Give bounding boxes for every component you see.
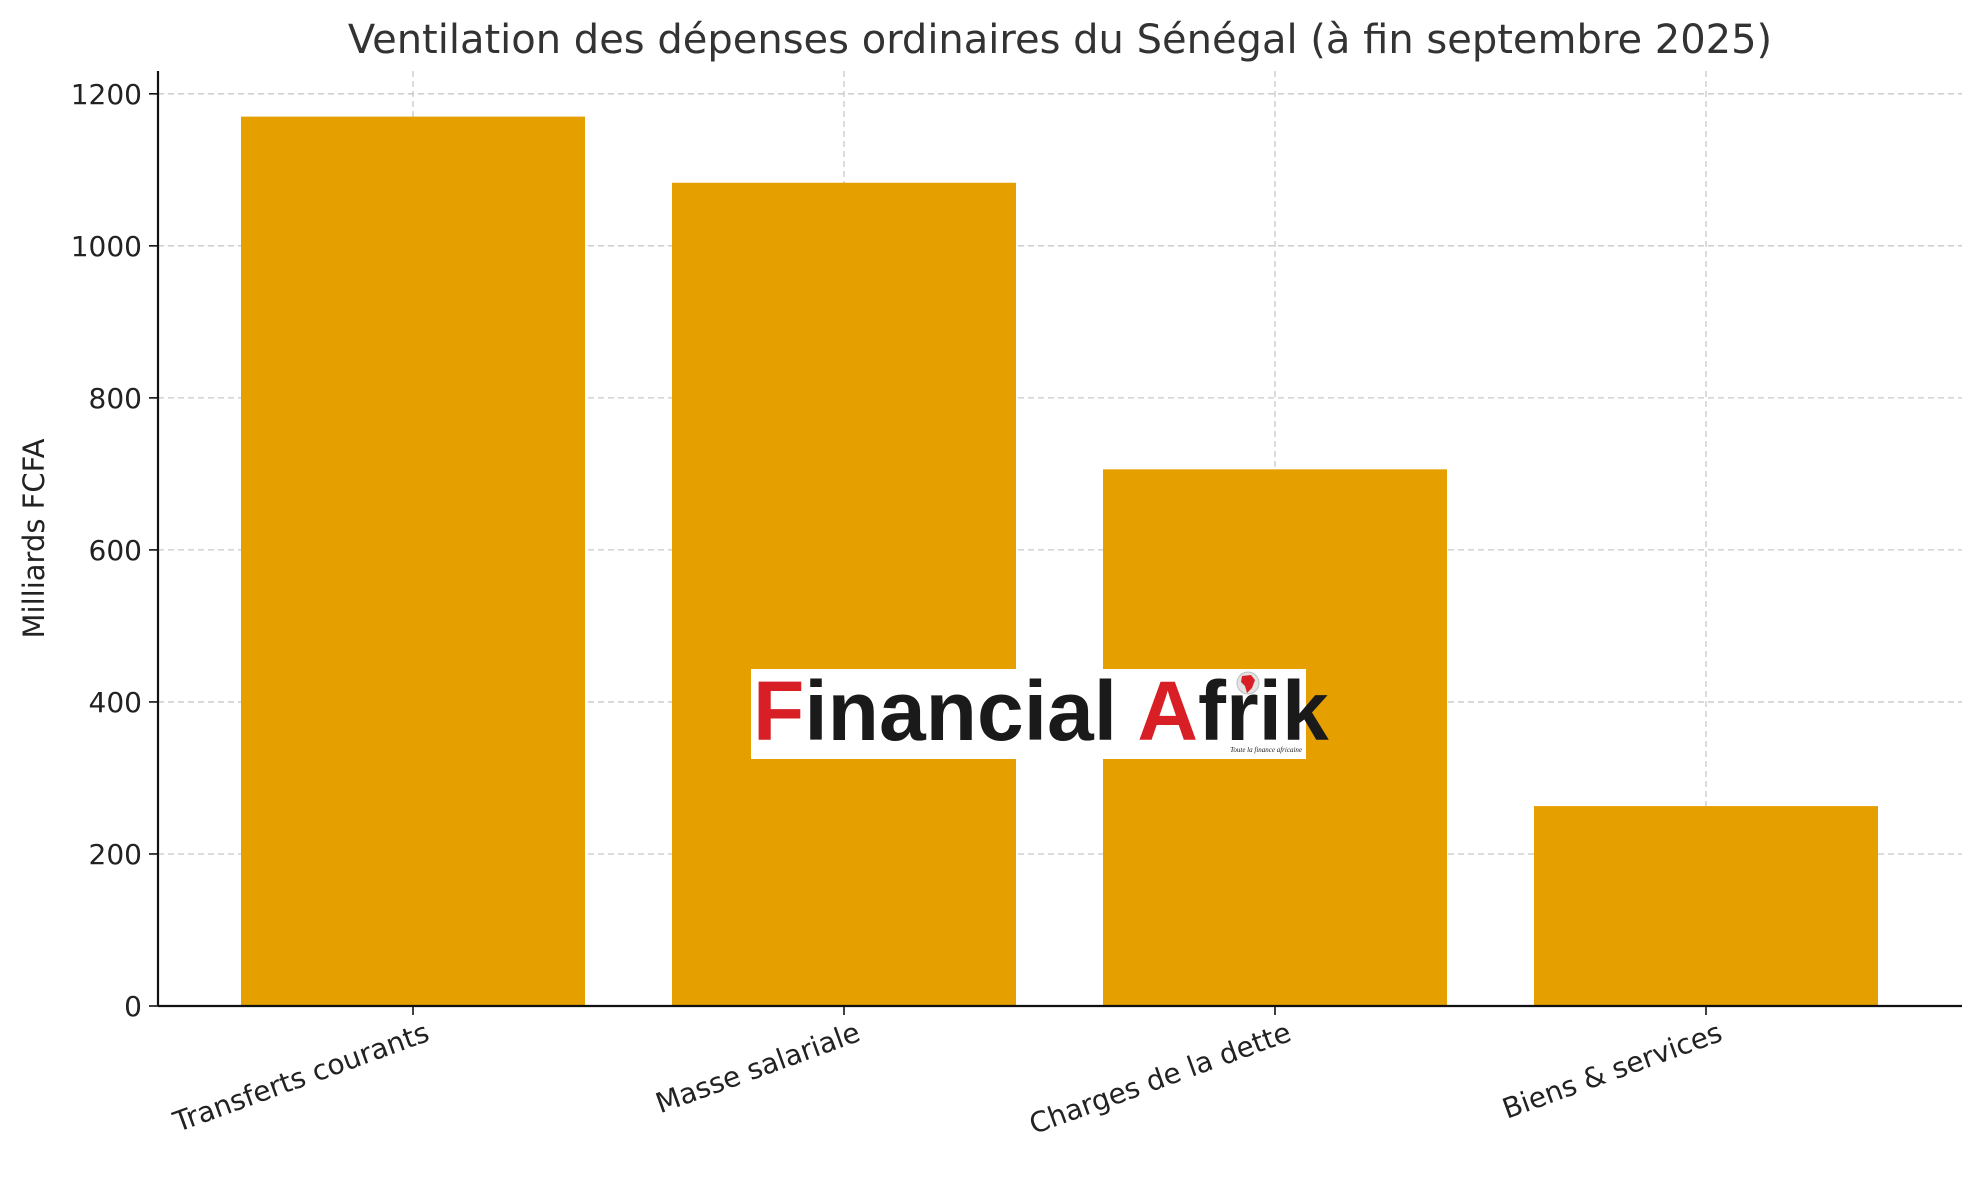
y-tick-label: 400 bbox=[89, 686, 142, 719]
x-tick-label: Biens & services bbox=[1498, 1016, 1726, 1126]
logo-word-frik: frik bbox=[1198, 664, 1329, 758]
logo-letter-f: F bbox=[753, 664, 804, 758]
x-axis-ticks: Transferts courants Masse salariale Charge… bbox=[168, 1006, 1726, 1141]
y-tick-label: 0 bbox=[124, 990, 142, 1023]
y-tick-label: 1000 bbox=[71, 230, 142, 263]
y-axis-label: Milliards FCFA bbox=[17, 438, 51, 638]
logo-text: Financial Afrik bbox=[753, 664, 1329, 758]
logo-letter-a: A bbox=[1137, 664, 1198, 758]
bar bbox=[241, 116, 585, 1007]
x-tick-label: Transferts courants bbox=[168, 1016, 433, 1139]
y-tick-label: 1200 bbox=[71, 78, 142, 111]
chart-title: Ventilation des dépenses ordinaires du S… bbox=[348, 17, 1772, 63]
bar bbox=[672, 182, 1016, 1006]
logo-tagline: Toute la finance africaine bbox=[1230, 746, 1302, 754]
bars bbox=[241, 116, 1878, 1007]
africa-globe-icon bbox=[1236, 671, 1260, 695]
financial-afrik-logo: Financial Afrik Toute la finance africai… bbox=[751, 664, 1329, 759]
x-tick-label: Masse salariale bbox=[651, 1016, 864, 1120]
bar bbox=[1534, 806, 1878, 1006]
y-tick-label: 600 bbox=[89, 534, 142, 567]
y-tick-label: 800 bbox=[89, 382, 142, 415]
logo-word-inancial: inancial bbox=[804, 664, 1137, 758]
y-tick-label: 200 bbox=[89, 838, 142, 871]
x-tick-label: Charges de la dette bbox=[1025, 1016, 1296, 1141]
logo-background bbox=[751, 669, 1306, 759]
y-axis-ticks: 0 200 400 600 800 1000 1200 bbox=[71, 78, 158, 1023]
